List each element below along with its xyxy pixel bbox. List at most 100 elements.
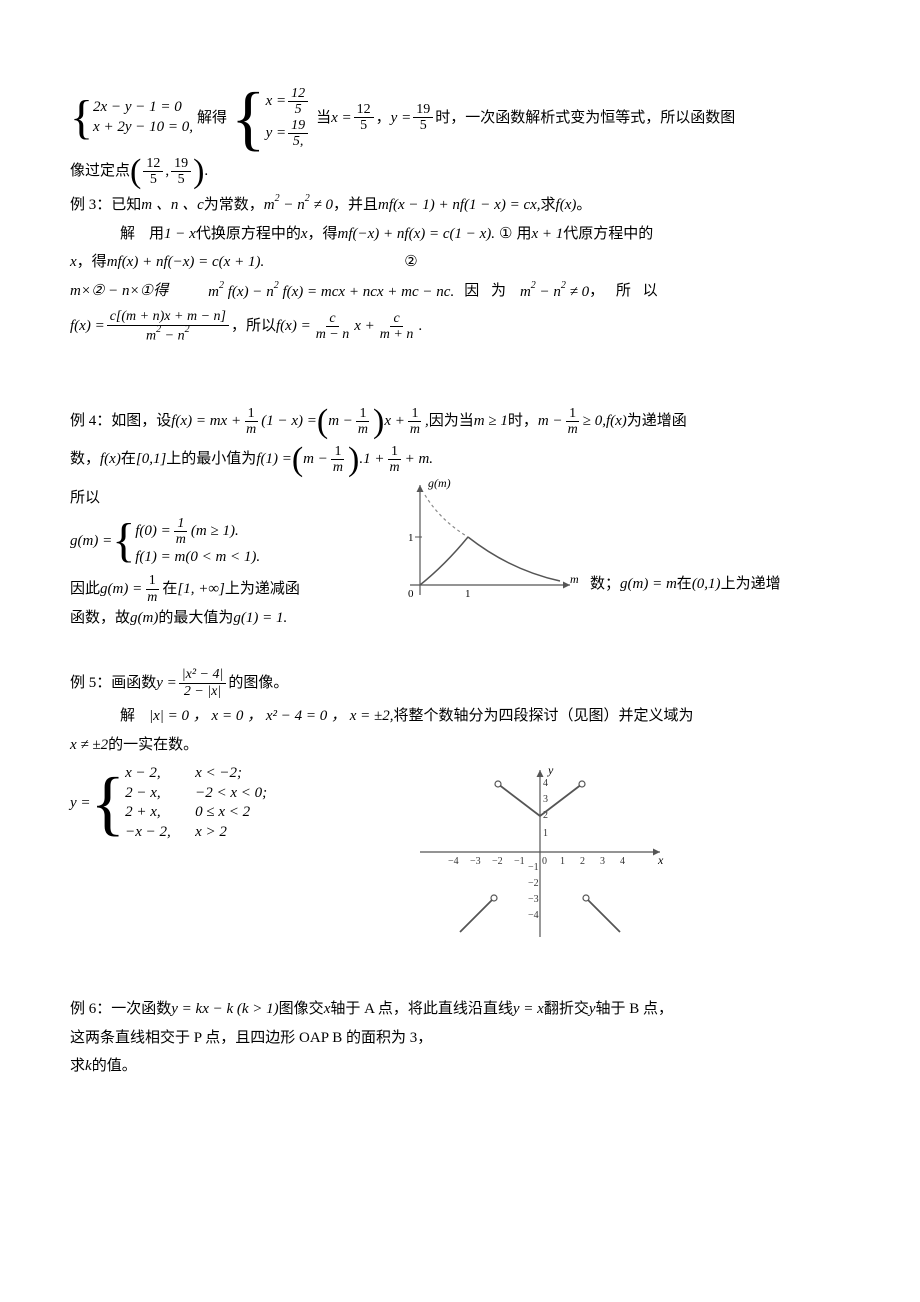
n: 12 <box>288 86 308 102</box>
ex5-sol: 解 |x| = 0 ， x = 0 ， x² − 4 = 0 ， x = ±2,… <box>70 705 850 728</box>
ytick1: 1 <box>408 532 414 544</box>
block-system: { 2x − y − 1 = 0 x + 2y − 10 = 0, 解得 { x… <box>70 86 850 150</box>
d: 5 <box>292 102 305 117</box>
m: y = kx − k (k > 1) <box>171 998 278 1021</box>
svg-text:0: 0 <box>542 856 547 867</box>
brace: { <box>112 522 135 560</box>
n: 1 <box>566 406 579 422</box>
eq: m2 f(x) − n2 f(x) = mcx + ncx + mc − nc. <box>208 280 454 304</box>
l: −x − 2, <box>125 823 195 843</box>
ex4-figure-wrap: 所以 g(m) = { f(0) = 1m (m ≥ 1). f(1) = m(… <box>70 481 850 611</box>
t: 轴于 A 点，将此直线沿直线 <box>330 998 513 1021</box>
d: m + n <box>377 327 417 342</box>
n: c <box>326 311 338 327</box>
svg-text:x: x <box>657 853 664 867</box>
m: f(x) = mx + <box>171 410 241 433</box>
m: g(1) = 1. <box>233 607 287 630</box>
svg-text:−3: −3 <box>470 856 481 867</box>
svg-text:−1: −1 <box>528 862 539 873</box>
t: 为常数， <box>204 194 264 217</box>
m: y = x <box>513 998 544 1021</box>
c: x > 2 <box>195 823 227 843</box>
fp-pre: 像过定点 <box>70 160 130 183</box>
m: k <box>85 1055 92 1078</box>
t: 时， <box>508 410 538 433</box>
pw: f(0) = 1m (m ≥ 1). f(1) = m(0 < m < 1). <box>135 516 260 567</box>
d: m − n <box>313 327 353 342</box>
t: 上的最小值为 <box>166 448 256 471</box>
d: m <box>144 590 160 605</box>
sol: 解 <box>120 705 135 728</box>
svg-text:−3: −3 <box>528 894 539 905</box>
n: 19 <box>171 156 191 172</box>
t: 上为递增 <box>721 573 781 596</box>
n: 1 <box>245 406 258 422</box>
ex3-step1: 解 用 1 − x 代换原方程中的 x ，得 mf(−x) + nf(x) = … <box>70 223 850 246</box>
t: 轴于 B 点， <box>596 998 674 1021</box>
t: 函数，故 <box>70 607 130 630</box>
t: 代换原方程中的 <box>196 223 301 246</box>
svg-text:−4: −4 <box>448 856 459 867</box>
t: 的值。 <box>92 1055 137 1078</box>
m: g(m) <box>130 607 158 630</box>
ex4-gm: g(m) = { f(0) = 1m (m ≥ 1). f(1) = m(0 <… <box>70 516 370 567</box>
m: m − <box>303 448 328 471</box>
x: x <box>70 251 77 274</box>
t: 例 3：已知 <box>70 194 141 217</box>
m: [1, +∞] <box>177 578 225 601</box>
n: 1 <box>331 444 344 460</box>
eq: mf(x) + nf(−x) = c(x + 1). <box>107 251 265 274</box>
ex5-domain: x ≠ ±2 的一实在数。 <box>70 734 850 757</box>
t: ，得 <box>308 223 338 246</box>
ex5-fig-wrap: y = { x − 2,x < −2; 2 − x,−2 < x < 0; 2 … <box>70 762 850 942</box>
system-eqs: 2x − y − 1 = 0 x + 2y − 10 = 0, <box>93 98 193 137</box>
so: 所以 <box>70 487 370 510</box>
den: m2 − n2 <box>143 326 193 344</box>
sol-x-pre: x = <box>266 92 287 112</box>
m: 1 − x <box>164 223 196 246</box>
m: x + 1 <box>532 223 564 246</box>
c: x < −2; <box>195 764 242 784</box>
m: x ≠ ±2 <box>70 734 108 757</box>
r2: f(1) = m(0 < m < 1). <box>135 548 260 568</box>
l: 2 + x, <box>125 803 195 823</box>
ex4-line2: 数， f(x) 在 [0,1] 上的最小值为 f(1) = ( m − 1m )… <box>70 444 850 476</box>
ex4-line1: 例 4：如图，设 f(x) = mx + 1m (1 − x) = ( m − … <box>70 406 850 438</box>
eq: mf(x − 1) + nf(1 − x) = cx, <box>378 194 541 217</box>
t: 图像交 <box>279 998 324 1021</box>
d: 5 <box>357 118 370 133</box>
m: x <box>324 998 331 1021</box>
t: 数； <box>590 573 620 596</box>
svg-text:y: y <box>547 763 554 777</box>
sol-y-pre: y = <box>266 124 287 144</box>
vars: m 、n 、c <box>141 194 204 217</box>
t: 因此 <box>70 578 100 601</box>
pw: x − 2,x < −2; 2 − x,−2 < x < 0; 2 + x,0 … <box>125 764 267 842</box>
n: 1 <box>174 516 187 532</box>
d: 5 <box>175 172 188 187</box>
m: g(m) = <box>100 578 142 601</box>
t: 例 6：一次函数 <box>70 998 171 1021</box>
d: m <box>330 460 346 475</box>
t: 代原方程中的 <box>563 223 653 246</box>
t: f(0) = <box>135 522 171 542</box>
ex6-line1: 例 6：一次函数 y = kx − k (k > 1) 图像交 x 轴于 A 点… <box>70 998 850 1021</box>
m: (1 − x) = <box>261 410 317 433</box>
ex6-line2: 这两条直线相交于 P 点，且四边形 OAP B 的面积为 3， <box>70 1027 850 1050</box>
m: x + <box>384 410 405 433</box>
ex3-step3: m×② − n×①得 m2 f(x) − n2 f(x) = mcx + ncx… <box>70 280 850 304</box>
svg-text:1: 1 <box>560 856 565 867</box>
ex4-chart: g(m) m 0 1 1 <box>370 475 590 605</box>
m: [0,1] <box>136 448 166 471</box>
cond: m2 − n2 ≠ 0 <box>264 193 333 217</box>
d: m <box>386 460 402 475</box>
s: (m ≥ 1). <box>191 522 239 542</box>
m: ≥ 0, <box>583 410 606 433</box>
solution: x = 125 y = 195, <box>266 86 311 150</box>
t: 因为当 <box>429 410 474 433</box>
ex5-chart: y x −4−3−2−1 0 1234 1234 −1−2−3−4 <box>410 762 670 942</box>
ex4-concl-l: 因此 g(m) = 1m 在 [1, +∞] 上为递减函 <box>70 573 370 605</box>
n: c <box>390 311 402 327</box>
svg-text:1: 1 <box>543 828 548 839</box>
t: 在 <box>162 578 177 601</box>
